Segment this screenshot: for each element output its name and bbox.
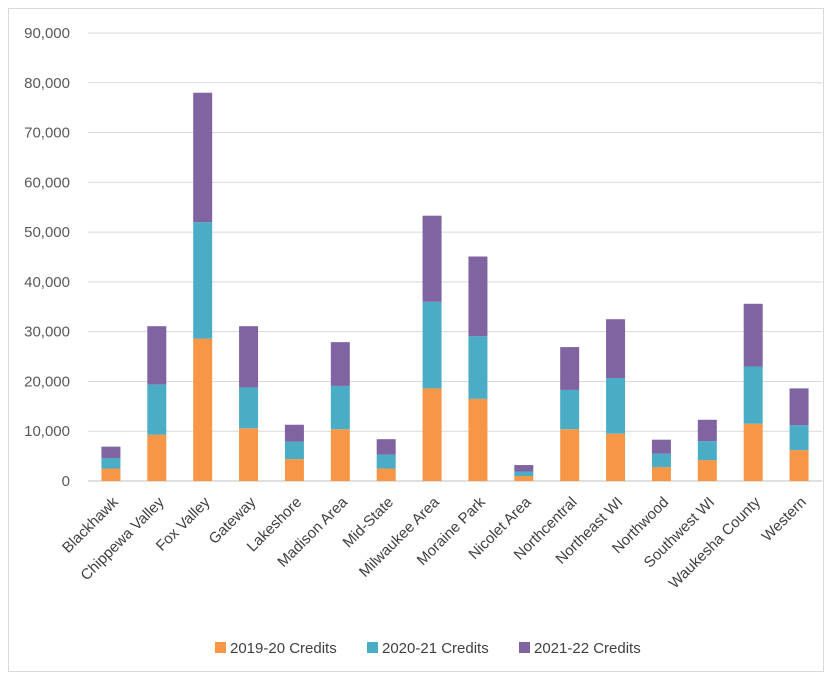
y-tick-label: 20,000 [24, 373, 70, 390]
y-tick-label: 90,000 [24, 25, 70, 42]
bar-segment [284, 459, 304, 481]
bar-segment [284, 424, 304, 442]
bar-segment [193, 222, 213, 339]
bar-segment [376, 468, 396, 481]
bar-segment [789, 425, 809, 451]
legend-swatch [215, 642, 226, 653]
bar-segment [376, 454, 396, 469]
bar-segment [697, 419, 717, 442]
legend-label: 2020-21 Credits [382, 640, 489, 657]
y-tick-label: 80,000 [24, 75, 70, 92]
legend-swatch [519, 642, 530, 653]
bar-segment [376, 439, 396, 455]
y-tick-label: 40,000 [24, 274, 70, 291]
bar-segment [560, 347, 580, 390]
bar-segment [193, 92, 213, 223]
x-tick-label: Chippewa Valley [77, 493, 168, 584]
bar-segment [101, 468, 121, 481]
x-tick-label: Milwaukee Area [356, 493, 443, 580]
legend-swatch [367, 642, 378, 653]
y-tick-label: 60,000 [24, 174, 70, 191]
bar-segment [514, 471, 534, 477]
legend-label: 2021-22 Credits [534, 640, 641, 657]
bar-segment [560, 389, 580, 430]
bar-segment [651, 453, 671, 468]
bar-segment [606, 433, 626, 481]
y-tick-label: 0 [62, 473, 70, 490]
bar-segment [422, 301, 442, 389]
bar-segment [239, 387, 259, 429]
bar-segment [560, 429, 580, 481]
bar-segment [101, 446, 121, 459]
bar-segment [697, 460, 717, 481]
bar-segment [606, 319, 626, 378]
bar-segment [651, 439, 671, 454]
bar-segment [514, 476, 534, 481]
bar-segment [330, 429, 350, 481]
chart-frame [8, 8, 824, 672]
y-tick-label: 70,000 [24, 125, 70, 142]
bar-segment [239, 428, 259, 481]
bar-segment [606, 377, 626, 434]
bar-segment [697, 441, 717, 461]
bar-segment [147, 434, 167, 481]
bar-segment [789, 450, 809, 481]
bar-segment [147, 326, 167, 385]
bar-segment [422, 388, 442, 481]
y-tick-label: 10,000 [24, 423, 70, 440]
bar-segment [468, 336, 488, 399]
bar-segment [468, 398, 488, 481]
bar-segment [743, 423, 763, 481]
bar-segment [468, 256, 488, 337]
bar-segment [743, 366, 763, 424]
bar-segment [147, 384, 167, 435]
bar-segment [514, 465, 534, 472]
bar-segment [330, 385, 350, 430]
bar-segment [651, 467, 671, 481]
bar-segment [193, 338, 213, 481]
legend-label: 2019-20 Credits [230, 640, 337, 657]
bar-segment [330, 342, 350, 386]
bar-segment [284, 441, 304, 460]
y-tick-label: 30,000 [24, 324, 70, 341]
bar-segment [101, 458, 121, 469]
bar-segment [789, 388, 809, 426]
y-tick-label: 50,000 [24, 224, 70, 241]
bar-segment [239, 326, 259, 388]
bar-segment [422, 215, 442, 302]
x-tick-label: Western [759, 494, 810, 545]
bar-segment [743, 303, 763, 367]
